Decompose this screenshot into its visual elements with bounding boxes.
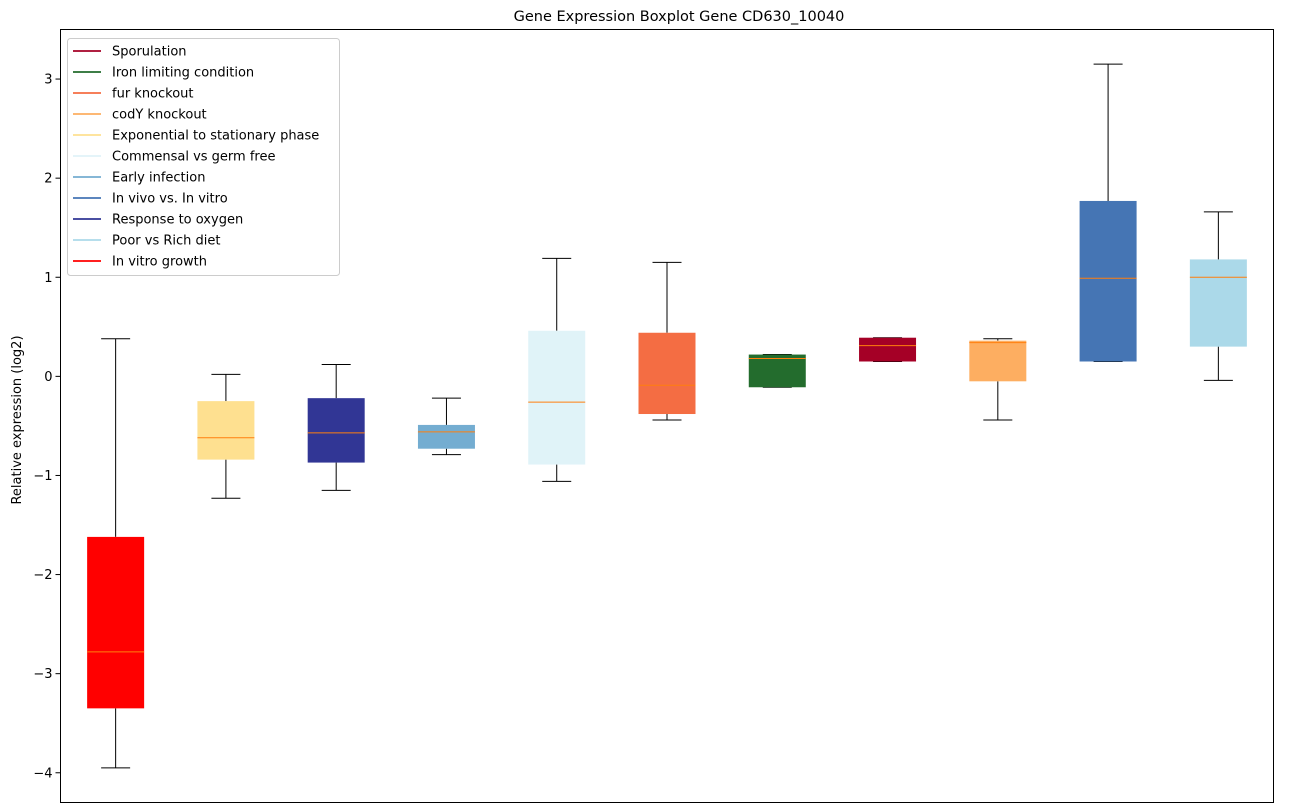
y-tick-label: 2	[44, 172, 52, 187]
box-body	[87, 536, 145, 709]
legend-label: fur knockout	[112, 87, 194, 102]
box-body	[197, 401, 255, 460]
y-tick-label: 3	[44, 73, 52, 88]
legend-item: Exponential to stationary phase	[73, 129, 319, 144]
box-poor-vs-rich-diet	[1189, 211, 1247, 381]
box-exponential-to-stationary-phase	[197, 373, 255, 499]
box-sporulation	[859, 337, 917, 362]
legend-item: Poor vs Rich diet	[73, 234, 220, 249]
legend: Sporulation Iron limiting condition fur kn…	[67, 38, 340, 276]
legend-label: Poor vs Rich diet	[112, 234, 220, 249]
box-body	[638, 332, 696, 415]
y-tick-label: −4	[33, 766, 52, 781]
y-tick-label: 1	[44, 271, 52, 286]
boxes-layer	[87, 63, 1247, 769]
box-body	[1079, 200, 1137, 362]
box-body	[859, 337, 917, 362]
box-commensal-vs-germ-free	[528, 257, 586, 482]
legend-label: In vitro growth	[112, 255, 207, 270]
box-early-infection	[417, 397, 475, 456]
legend-item: codY knockout	[73, 108, 207, 123]
legend-item: Response to oxygen	[73, 213, 243, 228]
box-cody-knockout	[969, 338, 1027, 421]
legend-item: Sporulation	[73, 45, 187, 60]
y-tick-label: −2	[33, 568, 52, 583]
legend-item: Early infection	[73, 171, 205, 186]
plot-frame	[60, 29, 1274, 803]
box-body	[969, 340, 1027, 382]
legend-label: codY knockout	[112, 108, 207, 123]
legend-frame	[67, 38, 340, 276]
y-axis-ticks: −4 −3 −2 −1 0 1 2 3	[33, 73, 61, 781]
y-tick-label: −3	[33, 667, 52, 682]
legend-item: In vivo vs. In vitro	[73, 192, 228, 207]
legend-label: Commensal vs germ free	[112, 150, 275, 165]
box-in-vitro-growth	[87, 338, 145, 769]
box-fur-knockout	[638, 261, 696, 421]
box-in-vivo-vs-in-vitro	[1079, 63, 1137, 362]
box-body	[417, 424, 475, 449]
legend-label: Iron limiting condition	[112, 66, 254, 81]
legend-label: Exponential to stationary phase	[112, 129, 319, 144]
box-response-to-oxygen	[307, 363, 365, 491]
legend-label: Response to oxygen	[112, 213, 243, 228]
box-body	[307, 398, 365, 463]
y-axis-label: Relative expression (log2)	[10, 335, 25, 504]
legend-item: fur knockout	[73, 87, 194, 102]
legend-item: Iron limiting condition	[73, 66, 254, 81]
box-body	[748, 354, 806, 388]
legend-label: Early infection	[112, 171, 205, 186]
legend-item: In vitro growth	[73, 255, 207, 270]
box-body	[528, 330, 586, 465]
legend-label: In vivo vs. In vitro	[112, 192, 228, 207]
box-body	[1189, 259, 1247, 347]
legend-label: Sporulation	[112, 45, 187, 60]
box-iron-limiting-condition	[748, 354, 806, 388]
y-tick-label: 0	[44, 370, 52, 385]
legend-item: Commensal vs germ free	[73, 150, 275, 165]
chart-title: Gene Expression Boxplot Gene CD630_10040	[514, 9, 845, 25]
y-tick-label: −1	[33, 469, 52, 484]
